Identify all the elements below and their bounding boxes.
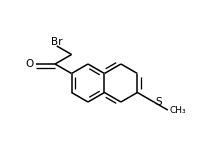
Text: S: S xyxy=(156,97,162,107)
Text: O: O xyxy=(26,59,34,69)
Text: CH₃: CH₃ xyxy=(170,106,186,115)
Text: Br: Br xyxy=(51,37,62,47)
